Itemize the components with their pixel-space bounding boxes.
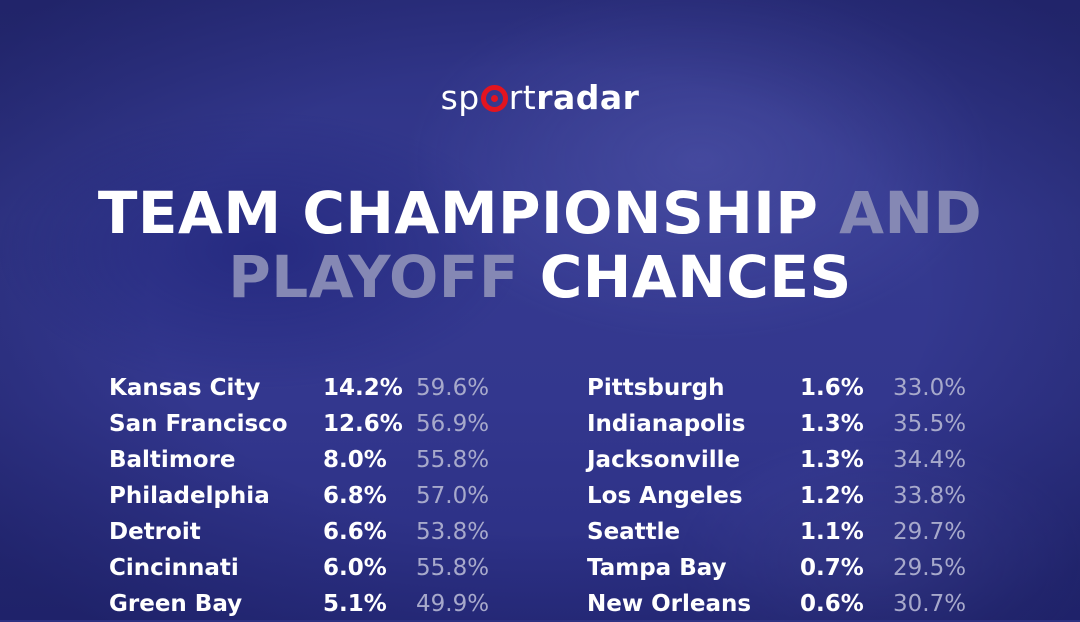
team-name: Pittsburgh — [587, 375, 725, 401]
playoff-chance: 56.9% — [416, 411, 490, 437]
playoff-chance: 30.7% — [893, 591, 967, 617]
team-name: Cincinnati — [109, 555, 239, 581]
title-team-championship: TEAM CHAMPIONSHIP — [97, 179, 819, 247]
logo-text-radar: radar — [536, 78, 640, 117]
team-name: Jacksonville — [587, 447, 741, 473]
sportradar-logo: sp rtradar — [0, 78, 1080, 118]
team-name: Detroit — [109, 519, 201, 545]
logo-ring-icon — [480, 85, 508, 112]
championship-chance: 5.1% — [323, 591, 387, 617]
championship-chance: 14.2% — [323, 375, 403, 401]
title-and: AND — [839, 179, 983, 247]
team-name: Green Bay — [109, 591, 243, 617]
logo-text-rt: rt — [508, 78, 537, 117]
championship-chance: 1.1% — [800, 519, 864, 545]
playoff-chance: 33.0% — [893, 375, 967, 401]
logo-text-sp: sp — [440, 78, 480, 117]
page-title-line-1: TEAM CHAMPIONSHIP AND — [0, 180, 1080, 246]
championship-chance: 0.7% — [800, 555, 864, 581]
team-name: San Francisco — [109, 411, 288, 437]
championship-chance: 6.0% — [323, 555, 387, 581]
team-name: New Orleans — [587, 591, 752, 617]
playoff-chance: 55.8% — [416, 555, 490, 581]
championship-chance: 1.3% — [800, 447, 864, 473]
championship-chance: 12.6% — [323, 411, 403, 437]
team-name: Philadelphia — [109, 483, 270, 509]
playoff-chance: 49.9% — [416, 591, 490, 617]
team-name: Seattle — [587, 519, 681, 545]
championship-chance: 6.6% — [323, 519, 387, 545]
playoff-chance: 35.5% — [893, 411, 967, 437]
team-name: Tampa Bay — [587, 555, 727, 581]
playoff-chance: 55.8% — [416, 447, 490, 473]
championship-chance: 1.3% — [800, 411, 864, 437]
team-name: Baltimore — [109, 447, 236, 473]
team-name: Kansas City — [109, 375, 261, 401]
playoff-chance: 57.0% — [416, 483, 490, 509]
championship-chance: 6.8% — [323, 483, 387, 509]
team-name: Indianapolis — [587, 411, 746, 437]
championship-chance: 1.6% — [800, 375, 864, 401]
title-playoff: PLAYOFF — [228, 243, 520, 311]
playoff-chance: 53.8% — [416, 519, 490, 545]
page-title-line-2: PLAYOFF CHANCES — [0, 244, 1080, 310]
playoff-chance: 34.4% — [893, 447, 967, 473]
playoff-chance: 29.5% — [893, 555, 967, 581]
title-chances: CHANCES — [539, 243, 852, 311]
playoff-chance: 33.8% — [893, 483, 967, 509]
championship-chance: 0.6% — [800, 591, 864, 617]
championship-chance: 8.0% — [323, 447, 387, 473]
playoff-chance: 29.7% — [893, 519, 967, 545]
playoff-chance: 59.6% — [416, 375, 490, 401]
team-name: Los Angeles — [587, 483, 743, 509]
championship-chance: 1.2% — [800, 483, 864, 509]
